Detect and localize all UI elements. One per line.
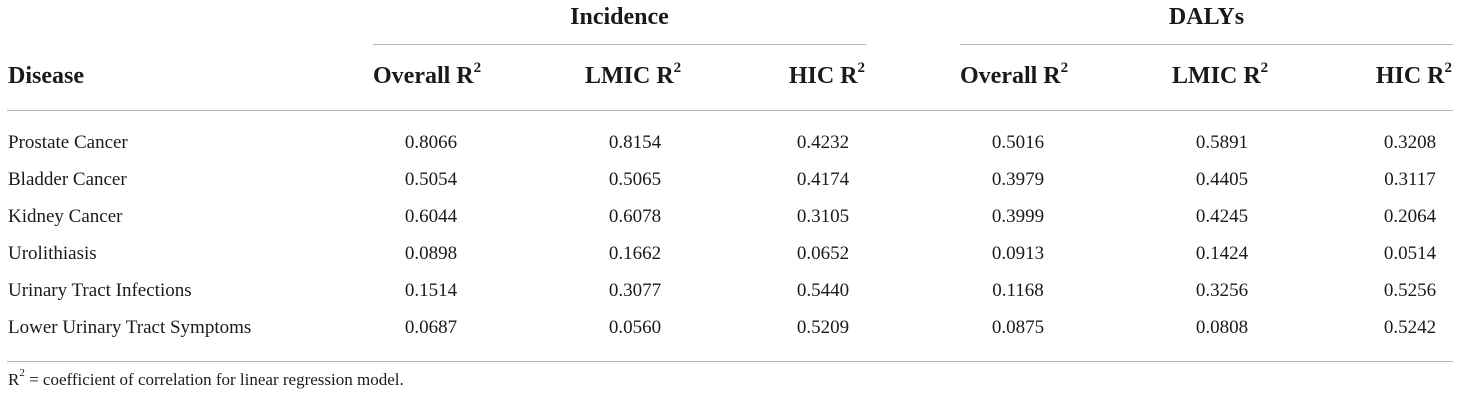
value-cell-inc-overall: 0.0898 bbox=[404, 243, 458, 264]
value-cell-inc-hic: 0.0652 bbox=[796, 243, 850, 264]
group-underline-incidence bbox=[373, 44, 866, 45]
value-cell-daly-lmic: 0.0808 bbox=[1195, 317, 1249, 338]
bottom-rule bbox=[7, 361, 1453, 362]
value-cell-daly-lmic: 0.4245 bbox=[1195, 206, 1249, 227]
value-cell-inc-lmic: 0.6078 bbox=[608, 206, 662, 227]
value-cell-daly-hic: 0.5256 bbox=[1383, 280, 1437, 301]
value-cell-inc-overall: 0.1514 bbox=[404, 280, 458, 301]
column-header-incidence-lmic: LMIC R2 bbox=[585, 60, 682, 90]
value-cell-daly-overall: 0.0913 bbox=[991, 243, 1045, 264]
value-cell-daly-hic: 0.3208 bbox=[1383, 132, 1437, 153]
column-header-incidence-hic: HIC R2 bbox=[788, 60, 865, 90]
value-cell-inc-overall: 0.6044 bbox=[404, 206, 458, 227]
value-cell-daly-lmic: 0.5891 bbox=[1195, 132, 1249, 153]
value-cell-inc-lmic: 0.1662 bbox=[608, 243, 662, 264]
table-footnote: R2 = coefficient of correlation for line… bbox=[8, 367, 404, 389]
table-row: Urinary Tract Infections 0.1514 0.3077 0.54… bbox=[0, 272, 1460, 309]
value-cell-inc-overall: 0.0687 bbox=[404, 317, 458, 338]
column-header-disease: Disease bbox=[8, 63, 84, 89]
disease-cell: Urinary Tract Infections bbox=[8, 280, 192, 301]
group-header-incidence: Incidence bbox=[570, 4, 669, 30]
value-cell-inc-hic: 0.3105 bbox=[796, 206, 850, 227]
value-cell-daly-lmic: 0.1424 bbox=[1195, 243, 1249, 264]
value-cell-inc-lmic: 0.0560 bbox=[608, 317, 662, 338]
value-cell-daly-hic: 0.0514 bbox=[1383, 243, 1437, 264]
value-cell-inc-overall: 0.5054 bbox=[404, 169, 458, 190]
table-row: Prostate Cancer 0.8066 0.8154 0.4232 0.5016 0… bbox=[0, 124, 1460, 161]
column-header-incidence-overall: Overall R2 bbox=[373, 60, 482, 90]
value-cell-inc-hic: 0.5440 bbox=[796, 280, 850, 301]
value-cell-daly-overall: 0.1168 bbox=[992, 280, 1044, 301]
value-cell-daly-overall: 0.5016 bbox=[991, 132, 1045, 153]
disease-cell: Prostate Cancer bbox=[8, 132, 128, 153]
value-cell-inc-lmic: 0.8154 bbox=[608, 132, 662, 153]
group-underline-dalys bbox=[960, 44, 1453, 45]
value-cell-inc-hic: 0.4232 bbox=[796, 132, 850, 153]
table-row: Lower Urinary Tract Symptoms 0.0687 0.0560… bbox=[0, 309, 1460, 346]
column-header-dalys-hic: HIC R2 bbox=[1375, 60, 1452, 90]
disease-cell: Lower Urinary Tract Symptoms bbox=[8, 317, 252, 338]
header-rule bbox=[7, 110, 1453, 111]
value-cell-inc-overall: 0.8066 bbox=[404, 132, 458, 153]
table-row: Kidney Cancer 0.6044 0.6078 0.3105 0.3999 0.4… bbox=[0, 198, 1460, 235]
value-cell-inc-hic: 0.4174 bbox=[796, 169, 850, 190]
value-cell-daly-lmic: 0.3256 bbox=[1195, 280, 1249, 301]
column-header-dalys-lmic: LMIC R2 bbox=[1172, 60, 1269, 90]
value-cell-daly-overall: 0.0875 bbox=[991, 317, 1045, 338]
group-header-dalys: DALYs bbox=[1168, 4, 1245, 30]
value-cell-daly-lmic: 0.4405 bbox=[1195, 169, 1249, 190]
disease-cell: Kidney Cancer bbox=[8, 206, 123, 227]
value-cell-daly-overall: 0.3999 bbox=[991, 206, 1045, 227]
value-cell-inc-hic: 0.5209 bbox=[796, 317, 850, 338]
value-cell-daly-hic: 0.3117 bbox=[1384, 169, 1436, 190]
disease-cell: Bladder Cancer bbox=[8, 169, 127, 190]
table-row: Urolithiasis 0.0898 0.1662 0.0652 0.0913 0.14… bbox=[0, 235, 1460, 272]
value-cell-inc-lmic: 0.3077 bbox=[608, 280, 662, 301]
value-cell-inc-lmic: 0.5065 bbox=[608, 169, 662, 190]
table-row: Bladder Cancer 0.5054 0.5065 0.4174 0.3979 0.… bbox=[0, 161, 1460, 198]
value-cell-daly-hic: 0.2064 bbox=[1383, 206, 1437, 227]
disease-cell: Urolithiasis bbox=[8, 243, 97, 264]
column-header-dalys-overall: Overall R2 bbox=[960, 60, 1069, 90]
value-cell-daly-overall: 0.3979 bbox=[991, 169, 1045, 190]
value-cell-daly-hic: 0.5242 bbox=[1383, 317, 1437, 338]
